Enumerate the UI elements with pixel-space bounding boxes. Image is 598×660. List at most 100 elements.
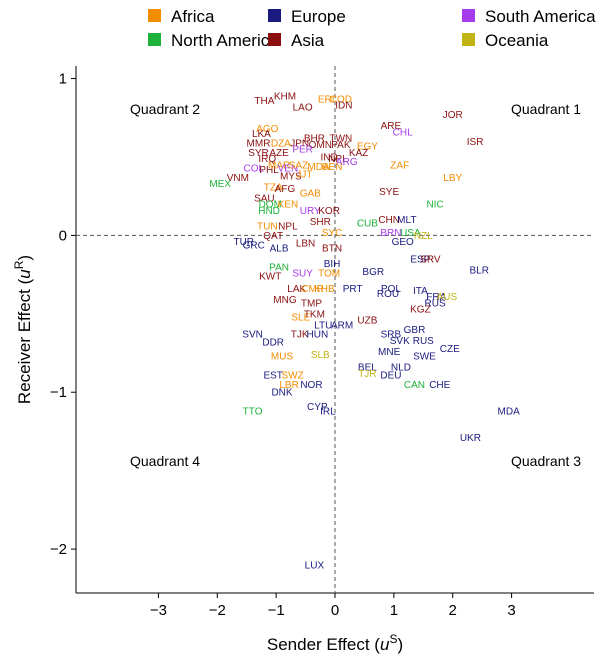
legend-label: North America (171, 31, 279, 50)
y-axis-title: Receiver Effect (uR) (12, 255, 34, 404)
point-label: BTN (322, 243, 342, 254)
point-label: SYC (322, 228, 343, 239)
legend-swatch (268, 33, 281, 46)
x-tick-label: −1 (268, 602, 285, 619)
legend-label: Oceania (485, 31, 549, 50)
point-label: SVK (390, 336, 410, 347)
point-label: BGR (362, 267, 384, 278)
legend-label: Africa (171, 7, 215, 26)
quadrant-label: Quadrant 2 (130, 101, 200, 117)
point-label: MNE (378, 347, 401, 358)
point-label: MNG (273, 295, 297, 306)
point-label: GBR (404, 325, 426, 336)
point-label: KEN (278, 200, 299, 211)
point-label: LAO (293, 102, 313, 113)
point-label: MUS (271, 352, 294, 363)
point-label: RUS (413, 336, 434, 347)
point-label: QAT (263, 231, 283, 242)
point-label: CZE (440, 344, 460, 355)
plot-area: −3 −2 −1 0 1 2 3 1 0 −1 −2 Quadrant 1 Quadrant 2 Qu… (50, 66, 594, 619)
point-label: TJR (358, 369, 376, 380)
x-tick-label: −3 (150, 602, 167, 619)
x-tick-label: −2 (209, 602, 226, 619)
legend-swatch (148, 9, 161, 22)
point-label: LUX (305, 560, 325, 571)
point-label: JJT (296, 170, 312, 181)
point-label: UKR (460, 433, 481, 444)
point-label: CUB (357, 218, 378, 229)
point-label: CAN (404, 380, 425, 391)
point-label: GEO (392, 237, 414, 248)
point-label: BLR (469, 265, 488, 276)
x-tick-label: 0 (331, 602, 339, 619)
point-label: MDA (498, 407, 521, 418)
point-label: HUN (307, 330, 329, 341)
quadrant-label: Quadrant 3 (511, 453, 581, 469)
legend-swatch (462, 9, 475, 22)
point-label: TTO (243, 407, 263, 418)
point-label: JOR (443, 110, 463, 121)
y-tick-label: 0 (59, 227, 67, 244)
point-label: SHR (310, 217, 331, 228)
point-label: CHL (393, 127, 413, 138)
x-axis-title: Sender Effect (uS) (267, 632, 403, 654)
point-label: SRV (420, 254, 441, 265)
x-ticks: −3 −2 −1 0 1 2 3 (150, 593, 516, 619)
point-label: NZL (414, 231, 433, 242)
point-label: ISR (467, 137, 484, 148)
point-label: SWE (413, 352, 436, 363)
point-label: DNK (271, 388, 292, 399)
point-label: MLT (397, 215, 416, 226)
point-label: KHM (274, 91, 296, 102)
legend-swatch (148, 33, 161, 46)
point-label: SLB (311, 350, 330, 361)
quadrant-label: Quadrant 1 (511, 101, 581, 117)
point-label: GAB (300, 189, 321, 200)
point-label: KWT (259, 272, 281, 283)
point-label: NOR (300, 380, 322, 391)
data-points: THA KHMLAOERICODIDNJORARECHLAGOLKA TWN ISRM… (209, 91, 520, 571)
point-label: HND (258, 206, 280, 217)
point-label: KGZ (410, 305, 431, 316)
x-tick-label: 3 (507, 602, 515, 619)
point-label: ALB (270, 243, 289, 254)
y-tick-label: 1 (59, 71, 67, 88)
point-label: TOM (318, 269, 340, 280)
point-label: LBN (296, 239, 315, 250)
x-tick-label: 1 (390, 602, 398, 619)
point-label: IRL (320, 407, 336, 418)
point-label: KOR (318, 206, 340, 217)
point-label: SVN (242, 330, 263, 341)
legend: Africa North America Europe Asia South Ameri… (148, 7, 596, 50)
point-label: SYE (379, 187, 399, 198)
point-label: AFG (275, 184, 296, 195)
point-label: UZB (357, 316, 377, 327)
point-label: SUY (292, 269, 313, 280)
point-label: ROU (377, 289, 399, 300)
point-label: CHE (429, 380, 450, 391)
y-tick-label: −1 (50, 384, 67, 401)
point-label: DEU (380, 370, 401, 381)
point-label: TMP (301, 298, 322, 309)
point-label: IDN (335, 101, 352, 112)
legend-swatch (268, 9, 281, 22)
point-label: ZAF (390, 160, 409, 171)
point-label: BEN (322, 162, 343, 173)
point-label: ARM (331, 320, 353, 331)
legend-label: Asia (291, 31, 325, 50)
legend-label: South America (485, 7, 596, 26)
point-label: DDR (262, 338, 284, 349)
point-label: KHB (314, 284, 335, 295)
y-ticks: 1 0 −1 −2 (50, 71, 76, 559)
point-label: THA (254, 96, 274, 107)
x-tick-label: 2 (449, 602, 457, 619)
y-tick-label: −2 (50, 541, 67, 558)
point-label: PRT (343, 284, 363, 295)
point-label: NIC (426, 200, 443, 211)
point-label: PER (292, 145, 313, 156)
legend-swatch (462, 33, 475, 46)
quadrant-label: Quadrant 4 (130, 453, 200, 469)
legend-label: Europe (291, 7, 346, 26)
point-label: GRC (243, 240, 265, 251)
